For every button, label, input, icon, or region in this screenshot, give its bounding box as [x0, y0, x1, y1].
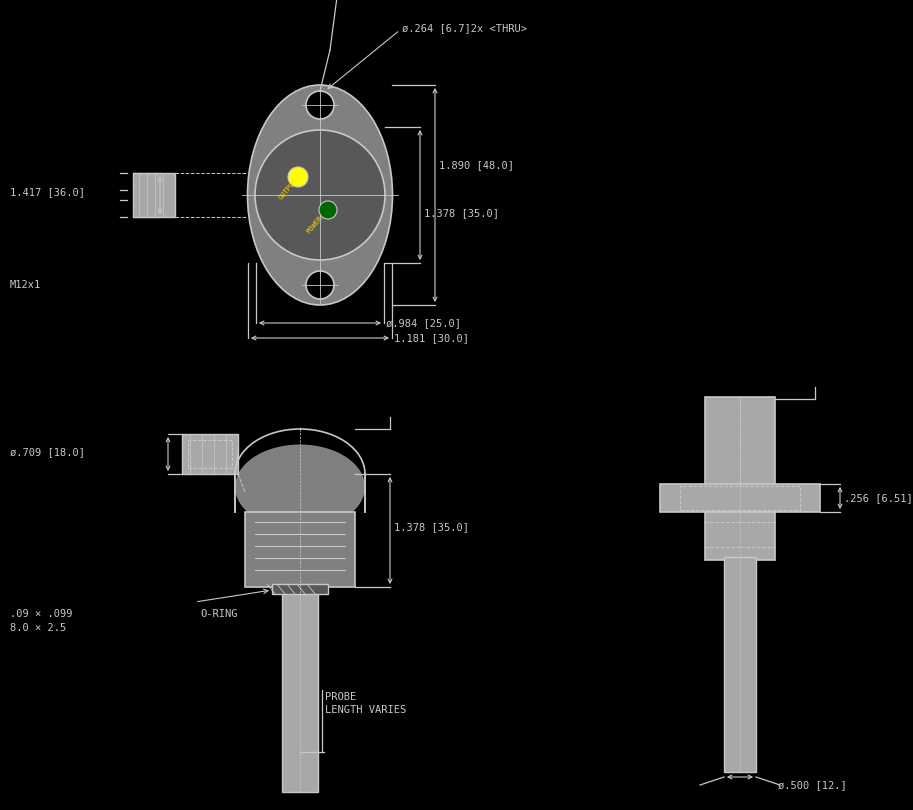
- Text: 1.890 [48.0]: 1.890 [48.0]: [439, 160, 514, 170]
- Bar: [705, 512, 775, 560]
- Bar: [680, 486, 800, 510]
- Text: .256 [6.51]: .256 [6.51]: [844, 493, 913, 503]
- Bar: [272, 584, 328, 594]
- Bar: [188, 440, 232, 468]
- Text: OUTPUT: OUTPUT: [278, 177, 299, 201]
- Text: 1.378 [35.0]: 1.378 [35.0]: [394, 522, 469, 532]
- Text: M12x1: M12x1: [10, 280, 41, 290]
- Text: 1.181 [30.0]: 1.181 [30.0]: [394, 333, 469, 343]
- Bar: [724, 557, 756, 772]
- Circle shape: [306, 271, 334, 299]
- Bar: [660, 484, 820, 512]
- Circle shape: [319, 201, 337, 219]
- Text: PROBE: PROBE: [325, 692, 356, 702]
- Text: 1.378 [35.0]: 1.378 [35.0]: [424, 208, 499, 218]
- Ellipse shape: [247, 85, 393, 305]
- Text: 8.0 × 2.5: 8.0 × 2.5: [10, 623, 67, 633]
- Bar: [182, 434, 238, 474]
- Text: ø.264 [6.7]2x <THRU>: ø.264 [6.7]2x <THRU>: [402, 23, 527, 33]
- Text: 1.417 [36.0]: 1.417 [36.0]: [10, 187, 85, 197]
- Text: ø.500 [12.]: ø.500 [12.]: [778, 780, 846, 790]
- Bar: [245, 512, 355, 587]
- Text: LENGTH VARIES: LENGTH VARIES: [325, 705, 406, 715]
- Text: O-RING: O-RING: [200, 609, 237, 619]
- Bar: [705, 397, 775, 487]
- Circle shape: [288, 167, 308, 187]
- Ellipse shape: [235, 445, 365, 530]
- Circle shape: [306, 91, 334, 119]
- Bar: [282, 592, 318, 792]
- Text: POWER: POWER: [306, 215, 324, 235]
- Text: ø.709 [18.0]: ø.709 [18.0]: [10, 447, 85, 457]
- Bar: [133, 173, 175, 217]
- Text: ø.984 [25.0]: ø.984 [25.0]: [386, 318, 461, 328]
- Text: .09 × .099: .09 × .099: [10, 609, 72, 619]
- Circle shape: [255, 130, 385, 260]
